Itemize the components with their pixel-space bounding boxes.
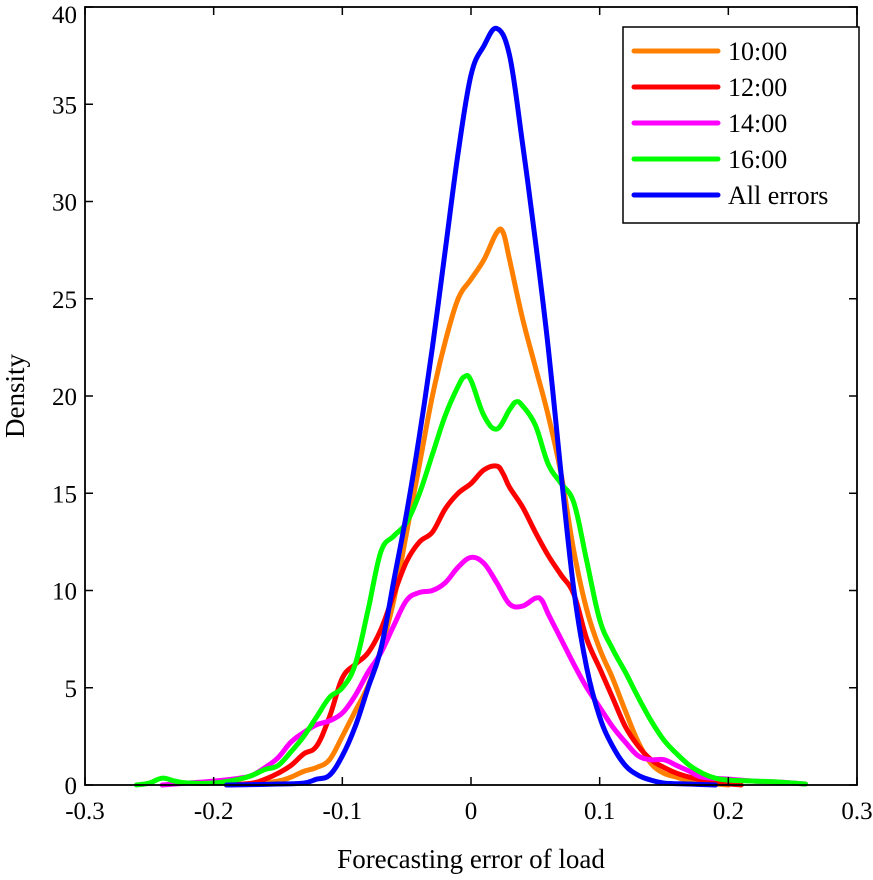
y-tick-label: 25: [52, 287, 77, 314]
series-line-14-00: [159, 554, 809, 788]
series-line-all-errors: [224, 25, 718, 788]
legend-label-14-00: 14:00: [728, 109, 787, 138]
ticks-layer: -0.3 -0.2 -0.1 0 0.1 0.2 0.3 0 5 10 15 20 25 30 35 40: [52, 2, 873, 825]
x-tick-label: 0.1: [584, 798, 615, 825]
x-tick-label: -0.1: [323, 798, 363, 825]
y-axis-label: Density: [0, 354, 30, 438]
legend-label-12-00: 12:00: [728, 73, 787, 102]
x-tick-label: 0.2: [713, 798, 744, 825]
y-tick-label: 30: [52, 190, 77, 217]
series-layer: [133, 25, 809, 788]
y-tick-label: 5: [65, 676, 78, 703]
y-tick-label: 35: [52, 92, 77, 119]
y-tick-label: 10: [52, 579, 77, 606]
legend: 10:00 12:00 14:00 16:00 All errors: [622, 26, 860, 224]
legend-label-16-00: 16:00: [728, 145, 787, 174]
legend-label-10-00: 10:00: [728, 37, 787, 66]
x-tick-label: -0.3: [65, 798, 105, 825]
x-axis-label: Forecasting error of load: [337, 844, 605, 874]
legend-label-all-errors: All errors: [728, 181, 828, 210]
y-tick-label: 15: [52, 481, 77, 508]
y-tick-label: 0: [65, 773, 78, 800]
x-tick-label: 0: [465, 798, 478, 825]
y-tick-label: 20: [52, 384, 77, 411]
x-tick-label: 0.3: [841, 798, 872, 825]
series-line-16-00: [133, 372, 809, 788]
series-line-12-00: [224, 463, 744, 788]
x-tick-label: -0.2: [194, 798, 234, 825]
y-tick-label: 40: [52, 2, 77, 29]
